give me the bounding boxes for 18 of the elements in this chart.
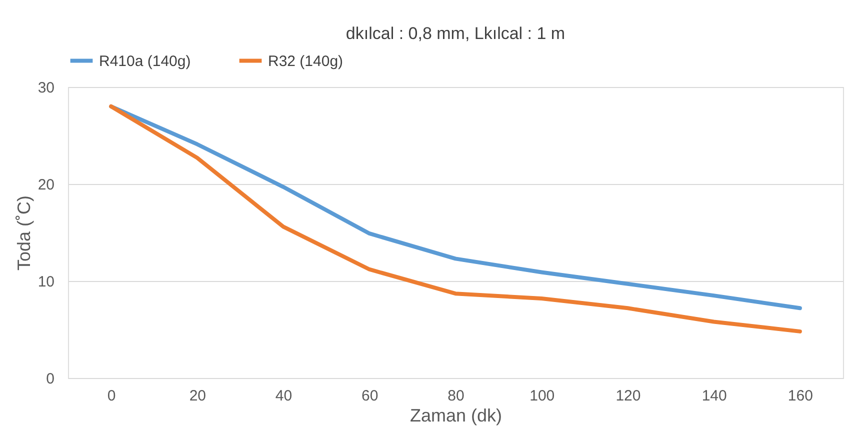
x-tick-label: 80: [448, 388, 464, 404]
y-tick-label: 10: [38, 274, 54, 290]
y-axis-title: Toda (˚C): [14, 195, 34, 271]
legend-label: R32 (140g): [268, 52, 344, 70]
x-tick-label: 40: [275, 388, 292, 404]
x-tick-label: 100: [530, 388, 555, 404]
x-axis-title: Zaman (dk): [410, 406, 502, 426]
chart-title: dkılcal : 0,8 mm, Lkılcal : 1 m: [346, 24, 566, 43]
legend-label: R410a (140g): [99, 52, 191, 70]
x-tick-label: 120: [616, 388, 641, 404]
x-tick-label: 160: [788, 388, 813, 404]
y-tick-label: 0: [46, 370, 54, 388]
x-tick-label: 20: [189, 388, 206, 404]
x-tick-label: 60: [362, 388, 378, 404]
y-tick-label: 30: [38, 80, 54, 96]
y-tick-label: 20: [38, 176, 54, 194]
x-tick-label: 0: [107, 388, 116, 404]
x-tick-label: 140: [702, 388, 727, 404]
